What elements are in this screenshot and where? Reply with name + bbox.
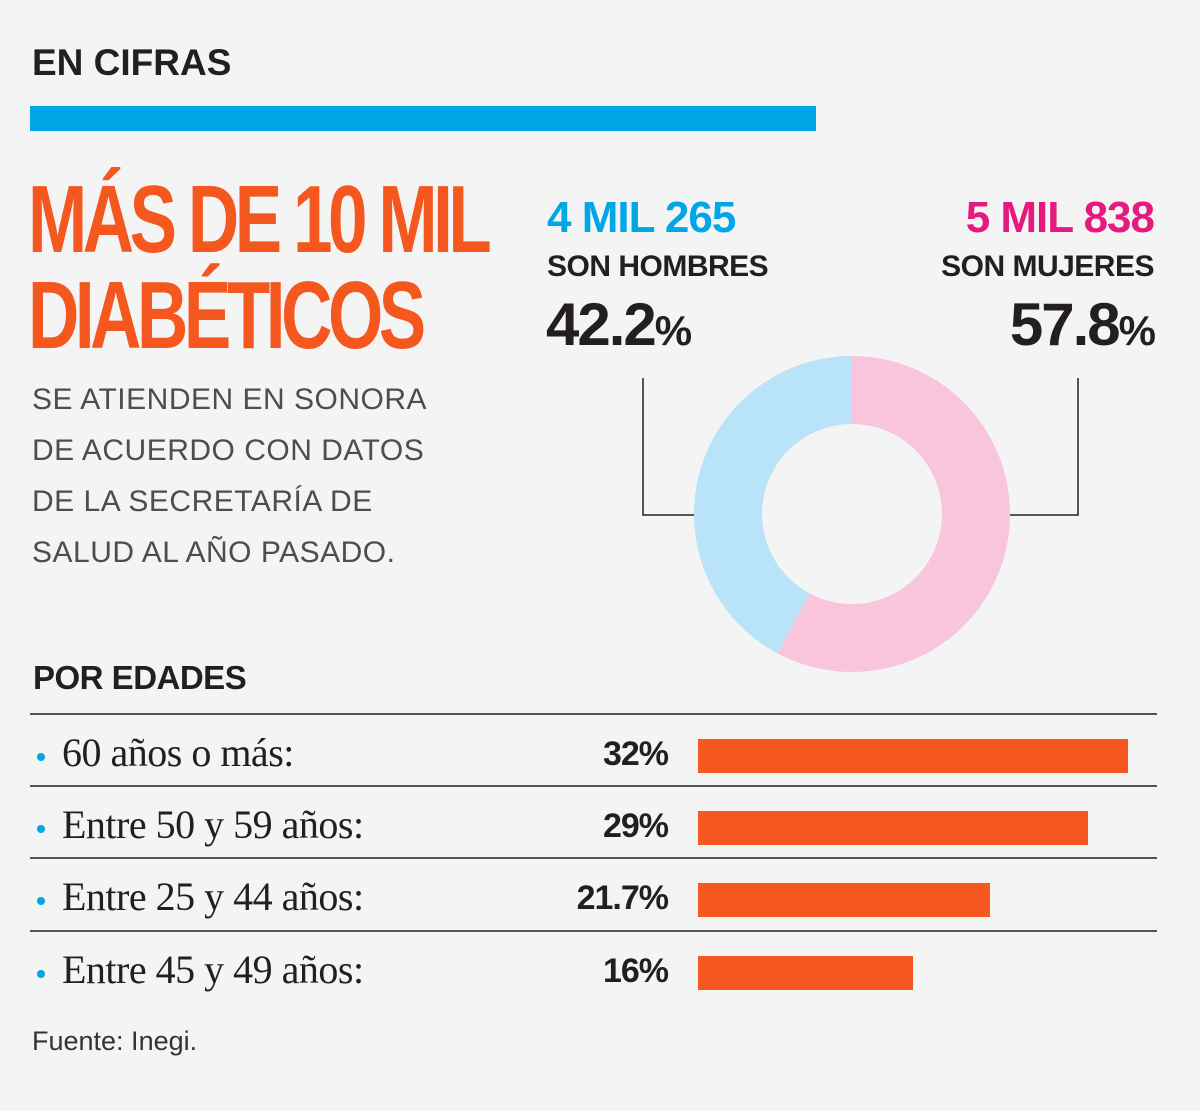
- men-label: SON HOMBRES: [547, 250, 769, 283]
- donut-slice-men: [694, 356, 852, 654]
- ages-title: POR EDADES: [33, 659, 247, 696]
- subtext-line-4: SALUD AL AÑO PASADO.: [32, 536, 396, 569]
- men-pct-value: 42.2: [546, 291, 657, 358]
- age-bar: [698, 883, 990, 917]
- age-value-label: 16%: [602, 952, 669, 990]
- women-count: 5 MIL 838: [965, 193, 1155, 242]
- accent-bar: [30, 106, 816, 131]
- age-row: Entre 25 y 44 años: 21.7%: [0, 859, 1200, 931]
- age-value-label: 21.7%: [576, 879, 669, 917]
- headline-line-2: DIABÉTICOS: [28, 262, 426, 369]
- women-percentage: 57.8%: [1009, 290, 1156, 359]
- age-row: Entre 45 y 49 años: 16%: [0, 932, 1200, 1004]
- leader-lines: [642, 378, 1079, 519]
- age-category-label: Entre 25 y 44 años:: [62, 874, 364, 919]
- source-note: Fuente: Inegi.: [32, 1026, 198, 1056]
- age-row: 60 años o más: 32%: [0, 715, 1200, 787]
- gender-donut-chart: [694, 356, 1010, 672]
- men-percentage: 42.2%: [546, 290, 692, 359]
- women-pct-value: 57.8: [1009, 291, 1121, 358]
- men-count: 4 MIL 265: [547, 193, 736, 242]
- donut-slice-women: [777, 356, 1010, 672]
- subtext: SE ATIENDEN EN SONORA DE ACUERDO CON DAT…: [32, 374, 502, 578]
- divider: [30, 930, 1157, 932]
- subtext-line-1: SE ATIENDEN EN SONORA: [32, 383, 428, 416]
- subtext-line-2: DE ACUERDO CON DATOS: [32, 434, 425, 467]
- age-category-label: Entre 50 y 59 años:: [62, 802, 364, 847]
- age-bar: [698, 739, 1128, 773]
- bullet: [37, 825, 45, 833]
- women-leader-line: [985, 378, 1079, 516]
- bullet: [37, 897, 45, 905]
- bullet: [37, 753, 45, 761]
- age-bar: [698, 811, 1088, 845]
- age-category-label: 60 años o más:: [62, 730, 294, 775]
- age-value-label: 32%: [602, 735, 669, 773]
- men-pct-sign: %: [654, 307, 692, 354]
- women-pct-sign: %: [1118, 307, 1156, 354]
- women-label: SON MUJERES: [941, 250, 1154, 283]
- divider: [30, 857, 1157, 859]
- section-label: EN CIFRAS: [32, 42, 232, 83]
- age-bar: [698, 956, 913, 990]
- age-category-label: Entre 45 y 49 años:: [62, 947, 364, 992]
- divider: [30, 713, 1157, 715]
- age-row: Entre 50 y 59 años: 29%: [0, 787, 1200, 859]
- divider: [30, 785, 1157, 787]
- subtext-line-3: DE LA SECRETARÍA DE: [32, 485, 373, 518]
- bullet: [37, 970, 45, 978]
- age-value-label: 29%: [602, 807, 669, 845]
